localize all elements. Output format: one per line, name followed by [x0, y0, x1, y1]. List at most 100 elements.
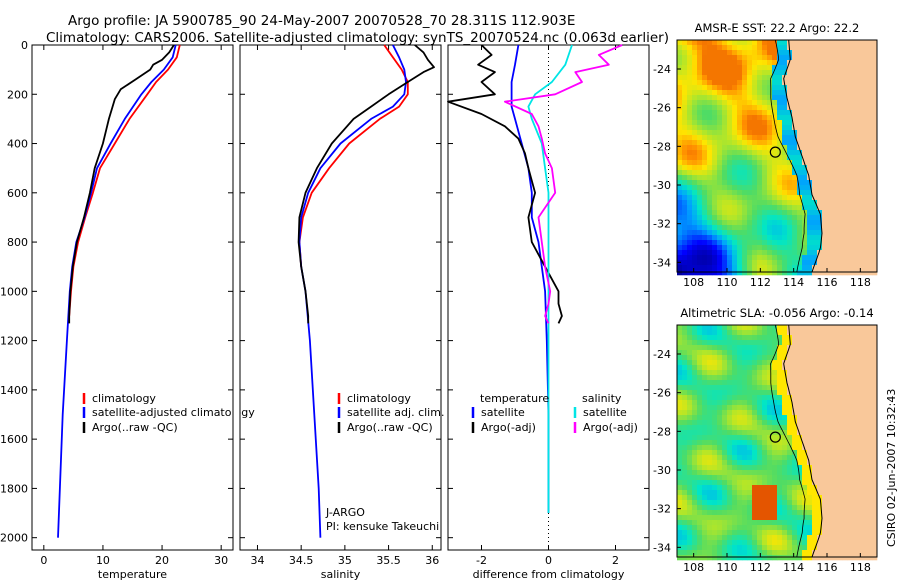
map-cell [732, 345, 738, 351]
map-cell [757, 525, 763, 531]
map-cell [677, 555, 683, 561]
map-cell [832, 50, 838, 56]
map-cell [722, 390, 728, 396]
map-cell [687, 450, 693, 456]
map-cell [762, 340, 768, 346]
map-cell [842, 225, 848, 231]
map-cell [812, 550, 818, 556]
map-cell [767, 85, 773, 91]
map-cell [812, 165, 818, 171]
map-cell [752, 95, 758, 101]
map-cell [692, 265, 698, 271]
map-cell [817, 120, 823, 126]
map-cell [802, 55, 808, 61]
x-tick-label: 2 [612, 554, 619, 567]
map-cell [687, 400, 693, 406]
map-cell [787, 150, 793, 156]
map-cell [777, 440, 783, 446]
map-cell [687, 455, 693, 461]
map-cell [812, 250, 818, 256]
map-cell [802, 170, 808, 176]
map-cell [697, 100, 703, 106]
map-cell [772, 360, 778, 366]
map-cell [822, 70, 828, 76]
map-cell [767, 365, 773, 371]
map-cell [797, 65, 803, 71]
map-cell [762, 45, 768, 51]
map-cell [752, 500, 758, 506]
map-cell [867, 485, 873, 491]
map-cell [752, 425, 758, 431]
map-cell [782, 220, 788, 226]
map-cell [857, 525, 863, 531]
map-cell [807, 195, 813, 201]
map-cell [847, 140, 853, 146]
map-cell [682, 65, 688, 71]
map-cell [842, 510, 848, 516]
map-cell [752, 225, 758, 231]
map-cell [817, 335, 823, 341]
map-cell [677, 360, 683, 366]
map-cell [847, 435, 853, 441]
map-cell [857, 435, 863, 441]
map-cell [822, 230, 828, 236]
map-cell [757, 125, 763, 131]
map-cell [777, 500, 783, 506]
map-cell [732, 390, 738, 396]
map-cell [837, 350, 843, 356]
map-cell [757, 85, 763, 91]
map-cell [687, 460, 693, 466]
map-cell [722, 340, 728, 346]
map-cell [812, 205, 818, 211]
map-cell [722, 225, 728, 231]
map-cell [742, 240, 748, 246]
map-cell [717, 360, 723, 366]
map-cell [742, 190, 748, 196]
map-cell [777, 545, 783, 551]
map-cell [847, 355, 853, 361]
map-cell [852, 400, 858, 406]
map-cell [822, 50, 828, 56]
map-cell [847, 350, 853, 356]
map-cell [852, 185, 858, 191]
map-cell [727, 190, 733, 196]
map-cell [817, 50, 823, 56]
map-cell [762, 350, 768, 356]
series-line-salinity-satellite [527, 44, 573, 513]
map-cell [772, 180, 778, 186]
map-cell [797, 55, 803, 61]
map-cell [822, 65, 828, 71]
map-cell [777, 210, 783, 216]
map-cell [682, 250, 688, 256]
map-cell [862, 115, 868, 121]
map-cell [852, 440, 858, 446]
map-cell [697, 515, 703, 521]
map-cell [682, 165, 688, 171]
map-cell [812, 50, 818, 56]
map-cell [757, 365, 763, 371]
map-cell [732, 525, 738, 531]
map-y-tick-label: -26 [653, 387, 671, 400]
legend-label: Argo(-adj) [583, 421, 638, 434]
map-cell [872, 65, 878, 71]
map-cell [737, 480, 743, 486]
map-cell [732, 470, 738, 476]
map-cell [682, 95, 688, 101]
map-cell [797, 545, 803, 551]
map-cell [727, 55, 733, 61]
map-cell [772, 490, 778, 496]
map-cell [847, 180, 853, 186]
legend-clip [233, 390, 240, 440]
map-cell [732, 515, 738, 521]
map-cell [747, 255, 753, 261]
map-cell [822, 490, 828, 496]
map-cell [712, 380, 718, 386]
map-cell [817, 325, 823, 331]
map-cell [742, 120, 748, 126]
map-cell [817, 545, 823, 551]
map-cell [722, 330, 728, 336]
map-cell [742, 55, 748, 61]
map-cell [722, 255, 728, 261]
map-cell [762, 260, 768, 266]
map-cell [872, 160, 878, 166]
